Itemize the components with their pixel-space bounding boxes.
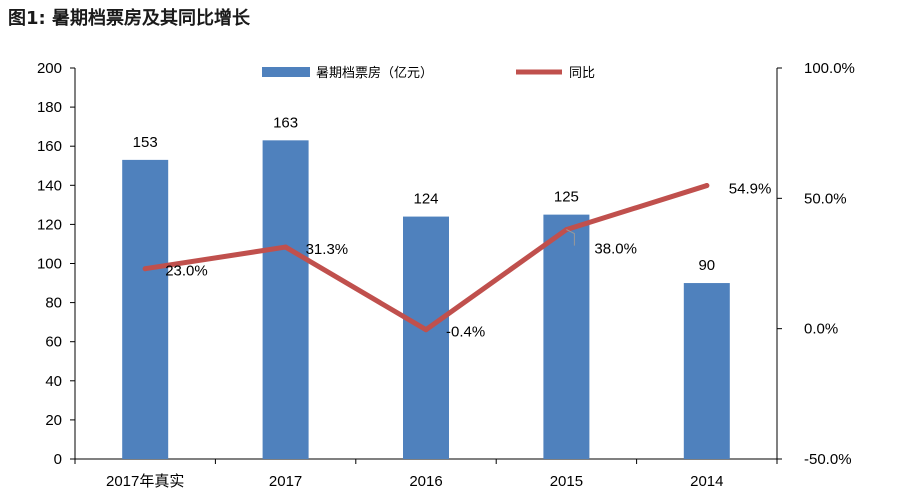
legend-line-label: 同比 [569,66,595,81]
legend-bar-label: 暑期档票房（亿元） [316,65,433,81]
figure-title: 图1: 暑期档票房及其同比增长 [8,8,250,29]
x-tick-label: 2015 [550,473,583,490]
left-tick-label: 0 [54,451,62,468]
left-tick-label: 100 [37,256,62,273]
left-tick-label: 160 [37,138,62,155]
right-tick-label: 50.0% [804,190,847,207]
bar-value-label: 124 [413,191,438,208]
yoy-point [142,266,148,272]
x-tick-label: 2017年真实 [106,472,184,490]
left-tick-label: 20 [45,412,62,429]
legend-bar-swatch [262,67,310,77]
right-tick-label: -50.0% [804,451,852,468]
bar [543,214,590,459]
left-tick-label: 120 [37,216,62,233]
x-tick-label: 2017 [269,473,302,490]
bar [122,159,169,459]
yoy-value-label: 38.0% [594,241,637,258]
left-tick-label: 140 [37,177,62,194]
bar-value-label: 90 [698,257,715,274]
x-tick-label: 2014 [690,473,723,490]
left-tick-label: 40 [45,373,62,390]
yoy-point [423,327,429,333]
x-tick-label: 2016 [409,473,442,490]
bar-value-label: 163 [273,114,298,131]
yoy-point [704,183,710,189]
bar [262,140,309,459]
left-tick-label: 80 [45,295,62,312]
left-tick-label: 60 [45,334,62,351]
yoy-value-label: -0.4% [446,324,485,341]
label-leader-line [566,229,575,246]
left-tick-label: 180 [37,99,62,116]
yoy-value-label: 23.0% [165,263,208,280]
yoy-value-label: 54.9% [729,181,772,198]
right-tick-label: 0.0% [804,321,838,338]
bar [403,216,449,459]
right-tick-label: 100.0% [804,60,855,77]
bar [683,283,730,459]
yoy-point [283,244,289,250]
bar-value-label: 153 [133,134,158,151]
bar-value-label: 125 [554,189,579,206]
yoy-value-label: 31.3% [306,241,349,258]
left-tick-label: 200 [37,60,62,77]
